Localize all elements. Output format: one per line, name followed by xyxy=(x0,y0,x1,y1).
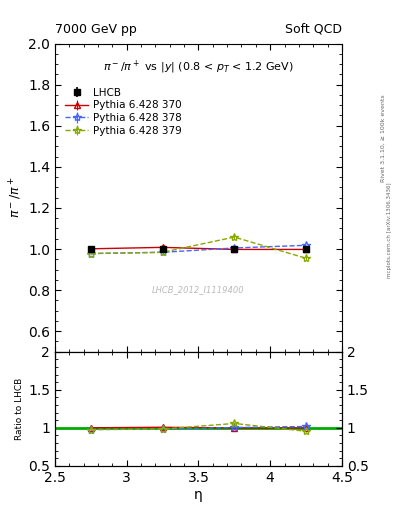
Legend: LHCB, Pythia 6.428 370, Pythia 6.428 378, Pythia 6.428 379: LHCB, Pythia 6.428 370, Pythia 6.428 378… xyxy=(61,83,186,140)
Text: LHCB_2012_I1119400: LHCB_2012_I1119400 xyxy=(152,286,245,294)
X-axis label: η: η xyxy=(194,487,203,502)
Text: $\pi^-/\pi^+$ vs $|y|$ (0.8 < $p_T$ < 1.2 GeV): $\pi^-/\pi^+$ vs $|y|$ (0.8 < $p_T$ < 1.… xyxy=(103,59,294,76)
Text: 7000 GeV pp: 7000 GeV pp xyxy=(55,23,137,36)
Text: Soft QCD: Soft QCD xyxy=(285,23,342,36)
Text: Rivet 3.1.10, ≥ 100k events: Rivet 3.1.10, ≥ 100k events xyxy=(381,94,386,182)
Y-axis label: $\pi^-/\pi^+$: $\pi^-/\pi^+$ xyxy=(7,177,24,219)
Y-axis label: Ratio to LHCB: Ratio to LHCB xyxy=(15,378,24,440)
Text: mcplots.cern.ch [arXiv:1306.3436]: mcplots.cern.ch [arXiv:1306.3436] xyxy=(387,183,391,278)
